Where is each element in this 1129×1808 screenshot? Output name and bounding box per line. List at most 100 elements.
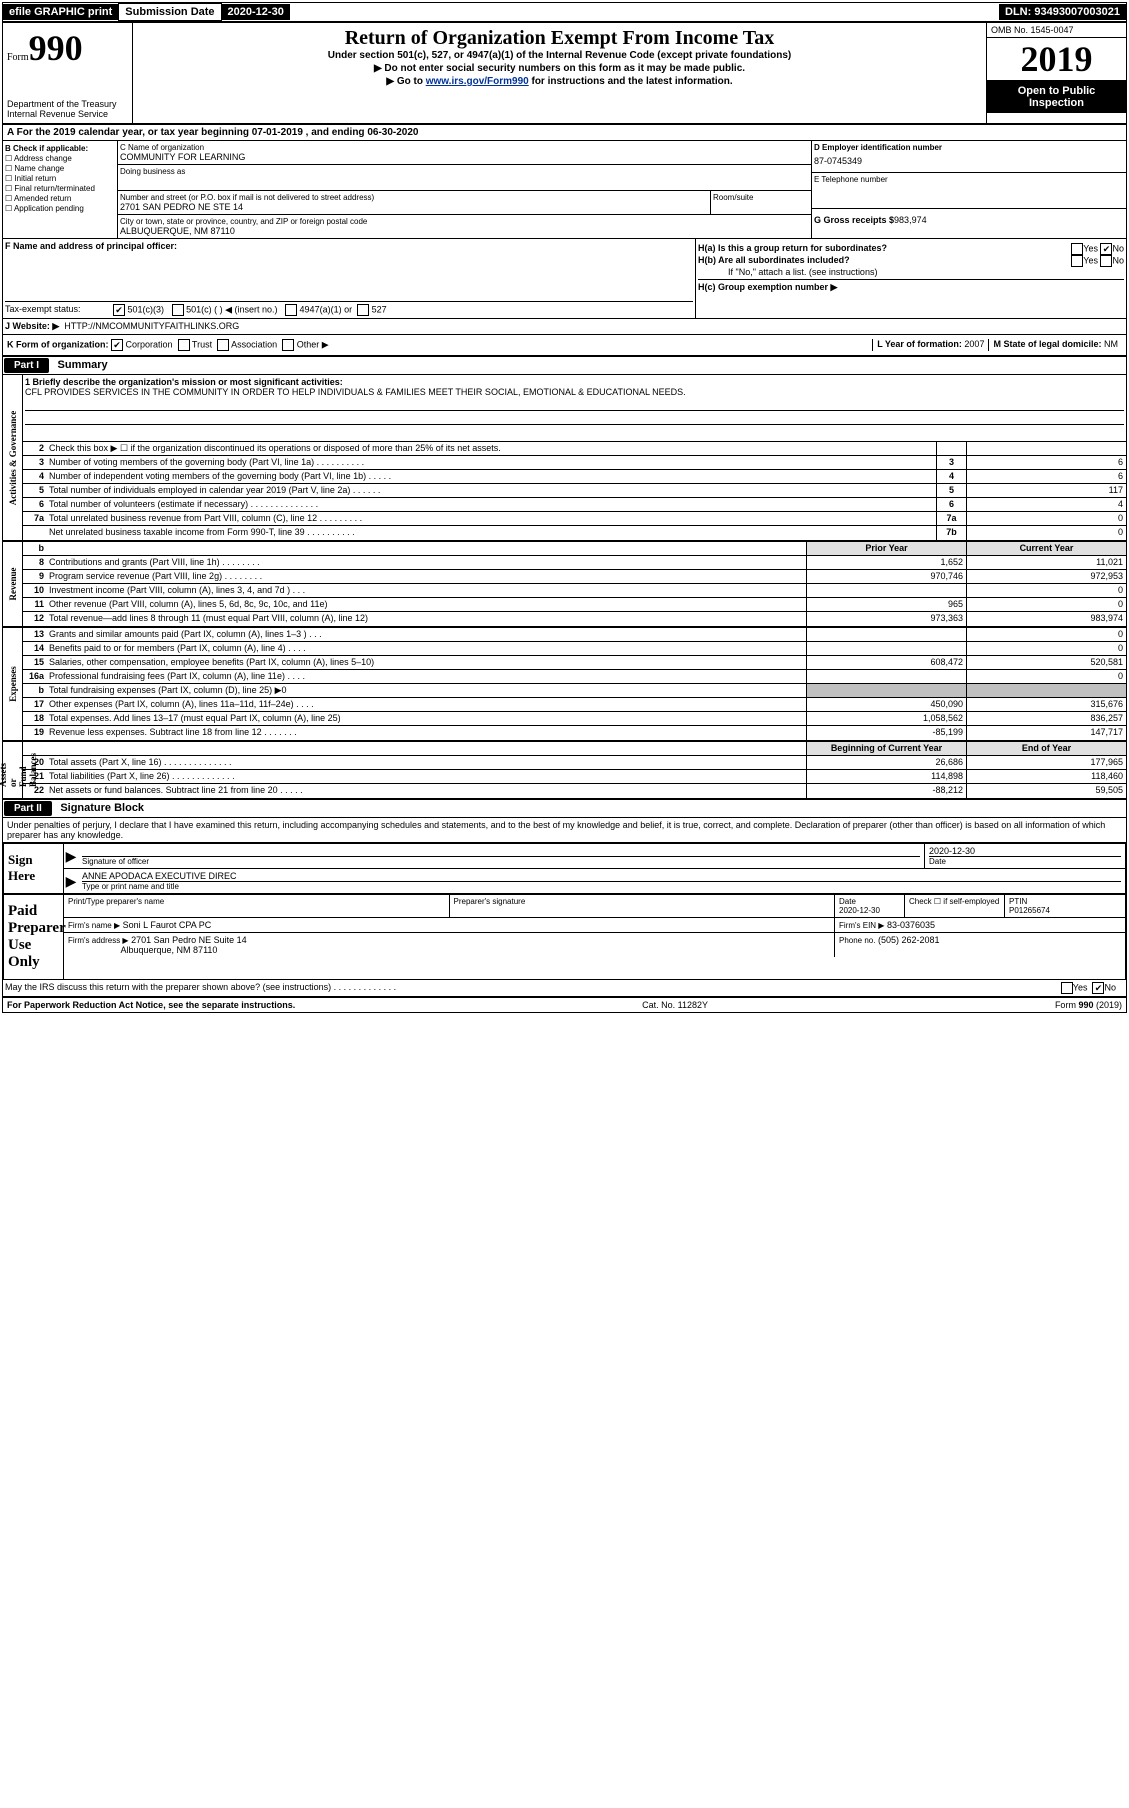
check-501c3[interactable]: ✔ (113, 304, 125, 316)
table-row: 15 Salaries, other compensation, employe… (23, 656, 1126, 670)
gov-line: 4 Number of independent voting members o… (23, 470, 1126, 484)
check-final[interactable]: Final return/terminated (5, 184, 115, 193)
form-title: Return of Organization Exempt From Incom… (141, 27, 978, 50)
arrow-icon: ▶ (64, 869, 78, 893)
dept-treasury: Department of the Treasury Internal Reve… (7, 99, 128, 119)
cat-no: Cat. No. 11282Y (642, 1000, 708, 1010)
city-row: City or town, state or province, country… (118, 215, 811, 238)
footer: For Paperwork Reduction Act Notice, see … (3, 997, 1126, 1012)
form-990-page: efile GRAPHIC print Submission Date 2020… (2, 2, 1127, 1013)
firm-ein: 83-0376035 (887, 920, 935, 930)
declaration: Under penalties of perjury, I declare th… (3, 818, 1126, 842)
table-row: 11 Other revenue (Part VIII, column (A),… (23, 598, 1126, 612)
mission-text: CFL PROVIDES SERVICES IN THE COMMUNITY I… (25, 387, 1124, 397)
block-bcd: B Check if applicable: Address change Na… (3, 141, 1126, 239)
sign-here-block: Sign Here ▶ Signature of officer 2020-12… (3, 842, 1126, 894)
table-row: 17 Other expenses (Part IX, column (A), … (23, 698, 1126, 712)
table-row: 8 Contributions and grants (Part VIII, l… (23, 556, 1126, 570)
table-row: 13 Grants and similar amounts paid (Part… (23, 628, 1126, 642)
col-name: C Name of organization COMMUNITY FOR LEA… (118, 141, 811, 238)
gov-line: 2 Check this box ▶ ☐ if the organization… (23, 442, 1126, 456)
year-formation: 2007 (964, 339, 984, 349)
irs-link[interactable]: www.irs.gov/Form990 (426, 76, 529, 87)
check-name[interactable]: Name change (5, 164, 115, 173)
table-row: 20 Total assets (Part X, line 16) . . . … (23, 756, 1126, 770)
gov-line: Net unrelated business taxable income fr… (23, 526, 1126, 540)
period-line: A For the 2019 calendar year, or tax yea… (3, 125, 1126, 141)
gross-row: G Gross receipts $983,974 (812, 209, 1126, 227)
table-row: 9 Program service revenue (Part VIII, li… (23, 570, 1126, 584)
paid-preparer-block: Paid Preparer Use Only Print/Type prepar… (3, 894, 1126, 980)
org-name: COMMUNITY FOR LEARNING (120, 152, 809, 162)
section-revenue: Revenue b Prior Year Current Year 8 Cont… (3, 542, 1126, 628)
form-subtitle: Under section 501(c), 527, or 4947(a)(1)… (141, 50, 978, 61)
form-990-logo: Form990 (7, 27, 128, 69)
firm-phone: (505) 262-2081 (878, 935, 940, 945)
omb-number: OMB No. 1545-0047 (987, 23, 1126, 38)
org-name-row: C Name of organization COMMUNITY FOR LEA… (118, 141, 811, 165)
ssn-warning: ▶ Do not enter social security numbers o… (141, 63, 978, 74)
gov-line: 7a Total unrelated business revenue from… (23, 512, 1126, 526)
efile-label: efile GRAPHIC print (3, 4, 118, 20)
check-address[interactable]: Address change (5, 154, 115, 163)
paid-preparer-label: Paid Preparer Use Only (4, 895, 64, 979)
header-left: Form990 Department of the Treasury Inter… (3, 23, 133, 123)
col-h: H(a) Is this a group return for subordin… (696, 239, 1126, 318)
firm-name: Soni L Faurot CPA PC (123, 920, 212, 930)
rev-header: b Prior Year Current Year (23, 542, 1126, 556)
addr-row: Number and street (or P.O. box if mail i… (118, 191, 811, 215)
table-row: 19 Revenue less expenses. Subtract line … (23, 726, 1126, 740)
section-netassets: Net Assets or Fund Balances Beginning of… (3, 742, 1126, 800)
sign-here-label: Sign Here (4, 844, 64, 893)
street-address: 2701 SAN PEDRO NE STE 14 (120, 202, 708, 212)
side-revenue: Revenue (3, 542, 23, 626)
table-row: b Total fundraising expenses (Part IX, c… (23, 684, 1126, 698)
row-fh: F Name and address of principal officer:… (3, 239, 1126, 319)
side-governance: Activities & Governance (3, 375, 23, 540)
phone-row: E Telephone number (812, 173, 1126, 209)
col-de: D Employer identification number 87-0745… (811, 141, 1126, 238)
discuss-row: May the IRS discuss this return with the… (3, 980, 1126, 997)
dln: DLN: 93493007003021 (999, 4, 1126, 20)
table-row: 18 Total expenses. Add lines 13–17 (must… (23, 712, 1126, 726)
room-suite: Room/suite (711, 191, 811, 214)
check-initial[interactable]: Initial return (5, 174, 115, 183)
topbar: efile GRAPHIC print Submission Date 2020… (3, 3, 1126, 23)
arrow-icon: ▶ (64, 844, 78, 868)
goto-line: ▶ Go to www.irs.gov/Form990 for instruct… (141, 76, 978, 87)
tax-year: 2019 (987, 38, 1126, 81)
gov-line: 5 Total number of individuals employed i… (23, 484, 1126, 498)
table-row: 10 Investment income (Part VIII, column … (23, 584, 1126, 598)
check-amended[interactable]: Amended return (5, 194, 115, 203)
city-state-zip: ALBUQUERQUE, NM 87110 (120, 226, 809, 236)
website: HTTP://NMCOMMUNITYFAITHLINKS.ORG (64, 321, 239, 331)
gross-receipts: 983,974 (894, 215, 927, 225)
table-row: 22 Net assets or fund balances. Subtract… (23, 784, 1126, 798)
tax-exempt-label: Tax-exempt status: (5, 304, 113, 316)
b-label: B Check if applicable: (5, 144, 115, 153)
ptin: P01265674 (1009, 906, 1050, 915)
mission-block: 1 Briefly describe the organization's mi… (23, 375, 1126, 442)
sign-date: 2020-12-30 (929, 846, 1121, 856)
side-netassets: Net Assets or Fund Balances (3, 742, 23, 798)
check-pending[interactable]: Application pending (5, 204, 115, 213)
col-b-checks: B Check if applicable: Address change Na… (3, 141, 118, 238)
submission-date: 2020-12-30 (222, 4, 290, 20)
gov-line: 6 Total number of volunteers (estimate i… (23, 498, 1126, 512)
header-right: OMB No. 1545-0047 2019 Open to Public In… (986, 23, 1126, 123)
gov-line: 3 Number of voting members of the govern… (23, 456, 1126, 470)
section-governance: Activities & Governance 1 Briefly descri… (3, 375, 1126, 542)
ein: 87-0745349 (814, 152, 1124, 170)
ein-row: D Employer identification number 87-0745… (812, 141, 1126, 173)
side-expenses: Expenses (3, 628, 23, 740)
part1-header: Part I Summary (3, 357, 1126, 375)
officer-name: ANNE APODACA EXECUTIVE DIREC (82, 871, 1121, 881)
row-j: J Website: ▶ HTTP://NMCOMMUNITYFAITHLINK… (3, 319, 1126, 335)
table-row: 21 Total liabilities (Part X, line 26) .… (23, 770, 1126, 784)
section-expenses: Expenses 13 Grants and similar amounts p… (3, 628, 1126, 742)
header-mid: Return of Organization Exempt From Incom… (133, 23, 986, 123)
col-f: F Name and address of principal officer:… (3, 239, 696, 318)
open-to-public: Open to Public Inspection (987, 81, 1126, 113)
table-row: 16a Professional fundraising fees (Part … (23, 670, 1126, 684)
state-domicile: NM (1104, 339, 1118, 349)
